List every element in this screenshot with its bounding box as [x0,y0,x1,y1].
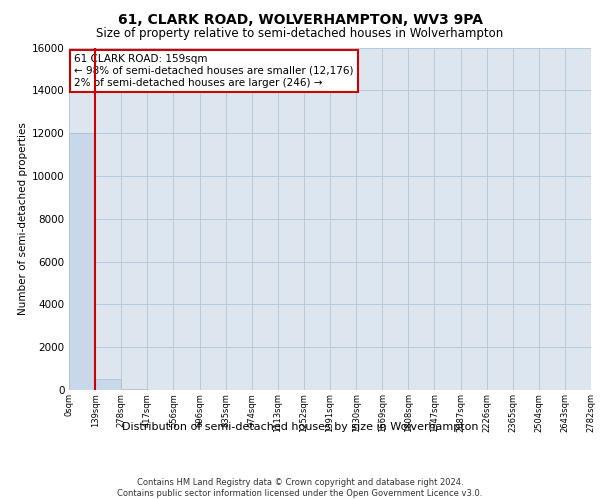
Text: 61 CLARK ROAD: 159sqm
← 98% of semi-detached houses are smaller (12,176)
2% of s: 61 CLARK ROAD: 159sqm ← 98% of semi-deta… [74,54,354,88]
Y-axis label: Number of semi-detached properties: Number of semi-detached properties [18,122,28,315]
Text: Size of property relative to semi-detached houses in Wolverhampton: Size of property relative to semi-detach… [97,28,503,40]
Bar [121,389,148,390]
Bar [95,380,121,390]
Bar [69,133,95,390]
Text: Distribution of semi-detached houses by size in Wolverhampton: Distribution of semi-detached houses by … [122,422,478,432]
Text: 61, CLARK ROAD, WOLVERHAMPTON, WV3 9PA: 61, CLARK ROAD, WOLVERHAMPTON, WV3 9PA [118,12,482,26]
Text: Contains HM Land Registry data © Crown copyright and database right 2024.
Contai: Contains HM Land Registry data © Crown c… [118,478,482,498]
